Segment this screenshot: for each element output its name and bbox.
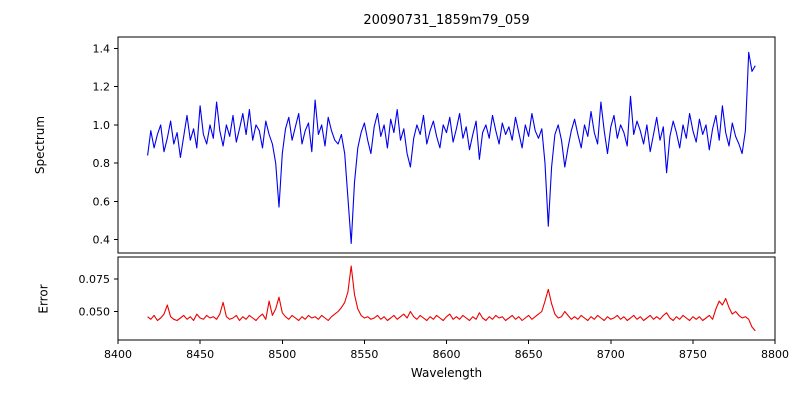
spectrum-y-tick-label: 1.2	[93, 81, 111, 94]
spectrum-y-tick-label: 1.4	[93, 42, 111, 55]
error-line	[147, 265, 756, 332]
spectrum-y-tick-label: 0.6	[93, 195, 111, 208]
spectrum-y-tick-label: 1.0	[93, 119, 111, 132]
error-y-tick-label: 0.050	[79, 305, 111, 318]
x-axis-label: Wavelength	[410, 366, 483, 380]
x-tick-label: 8450	[186, 348, 214, 361]
x-tick-label: 8400	[104, 348, 132, 361]
spectrum-y-tick-label: 0.4	[93, 234, 111, 247]
x-tick-label: 8700	[597, 348, 625, 361]
spectrum-axes-box	[117, 36, 776, 254]
x-tick-label: 8650	[515, 348, 543, 361]
error-axes-box	[117, 256, 776, 341]
x-tick-label: 8550	[350, 348, 378, 361]
chart-title: 20090731_1859m79_059	[363, 13, 530, 28]
spectrum-line	[147, 51, 756, 244]
x-tick-label: 8750	[679, 348, 707, 361]
spectrum-y-tick-label: 0.8	[93, 157, 111, 170]
x-tick-label: 8500	[268, 348, 296, 361]
error-y-tick-label: 0.075	[79, 273, 111, 286]
x-tick-label: 8800	[761, 348, 789, 361]
x-tick-label: 8600	[433, 348, 461, 361]
